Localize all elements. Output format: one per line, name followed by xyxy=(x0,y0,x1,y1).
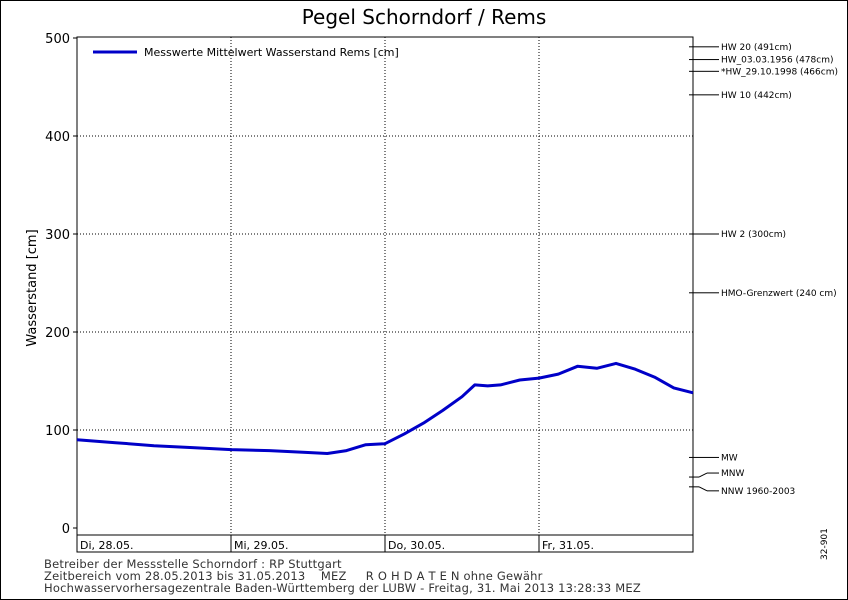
legend-label: Messwerte Mittelwert Wasserstand Rems [c… xyxy=(144,46,399,59)
ref-label: HW_03.03.1956 (478cm) xyxy=(721,56,833,66)
ref-label: HW 2 (300cm) xyxy=(721,230,786,240)
chart-title: Pegel Schorndorf / Rems xyxy=(302,5,547,29)
y-tick-label: 100 xyxy=(45,424,70,439)
x-axis-day-labels: Di, 28.05. Mi, 29.05. Do, 30.05. Fr, 31.05. xyxy=(80,535,594,552)
day-label: Mi, 29.05. xyxy=(234,539,289,552)
plot-area xyxy=(76,36,694,553)
ref-label: *HW_29.10.1998 (466cm) xyxy=(721,67,838,77)
y-tick-label: 400 xyxy=(45,130,70,145)
day-label: Do, 30.05. xyxy=(388,539,445,552)
y-tick-label: 300 xyxy=(45,228,70,243)
ref-label: MNW xyxy=(721,469,744,479)
ref-label: NNW 1960-2003 xyxy=(721,487,795,497)
data-series xyxy=(76,361,694,455)
y-axis-label: Wasserstand [cm] xyxy=(25,229,40,346)
ref-label: HW 20 (491cm) xyxy=(721,43,792,53)
footer-operator: Betreiber der Messstelle Schorndorf : RP… xyxy=(44,557,342,571)
ref-leader xyxy=(698,472,708,478)
ref-label: HMO-Grenzwert (240 cm) xyxy=(721,289,837,299)
y-axis-ticks: 0 100 200 300 400 500 xyxy=(45,32,77,537)
ref-label: HW 10 (442cm) xyxy=(721,91,792,101)
day-label: Fr, 31.05. xyxy=(542,539,594,552)
y-tick-label: 0 xyxy=(62,522,70,537)
footer-time-range: Zeitbereich vom 28.05.2013 bis 31.05.201… xyxy=(44,569,543,583)
y-tick-label: 200 xyxy=(45,326,70,341)
legend: Messwerte Mittelwert Wasserstand Rems [c… xyxy=(93,46,399,59)
grid-lines xyxy=(77,37,693,535)
ref-leader xyxy=(698,486,708,492)
series-line xyxy=(76,361,694,455)
chart-code: 32-901 xyxy=(820,528,830,560)
y-tick-label: 500 xyxy=(45,32,70,47)
day-label: Di, 28.05. xyxy=(80,539,134,552)
footer-source: Hochwasservorhersagezentrale Baden-Württ… xyxy=(44,581,641,595)
ref-label: MW xyxy=(721,453,738,463)
reference-levels: HW 20 (491cm) HW_03.03.1956 (478cm)*HW_29… xyxy=(689,43,838,497)
